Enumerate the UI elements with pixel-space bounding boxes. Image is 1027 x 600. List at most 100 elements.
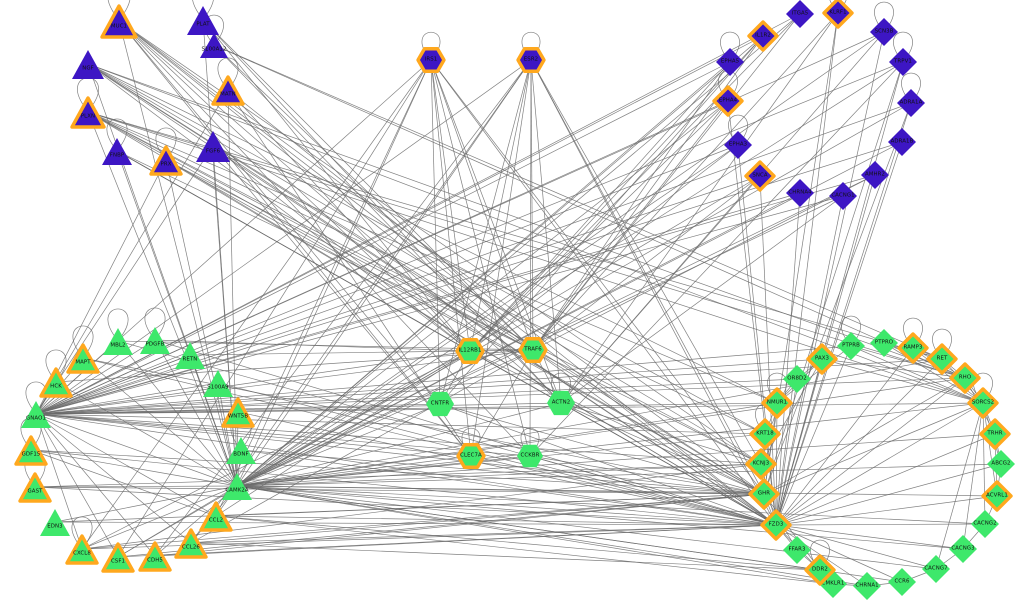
graph-edge: [215, 515, 834, 585]
graph-edge: [35, 175, 761, 415]
graph-edge: [118, 20, 238, 487]
graph-node-ccr6[interactable]: CCR6: [882, 562, 922, 600]
graph-edge: [202, 19, 534, 351]
graph-node-fgf6[interactable]: FGF6: [190, 123, 236, 169]
graph-node-cacng7[interactable]: CACNG7: [916, 549, 956, 589]
graph-edge: [469, 13, 801, 352]
graph-node-trpv1[interactable]: TRPV1: [883, 42, 923, 82]
graph-node-snca[interactable]: SNCA: [740, 156, 780, 196]
triangle-shape-icon: [72, 50, 104, 79]
graph-edge: [469, 35, 764, 352]
graph-node-plxn[interactable]: PLXN: [66, 90, 110, 134]
graph-edge: [87, 63, 762, 465]
graph-node-cckbr[interactable]: CCKBR: [511, 437, 549, 475]
graph-node-ngf[interactable]: NGF: [66, 42, 110, 86]
triangle-shape-icon: [211, 75, 245, 106]
graph-edge: [190, 542, 821, 571]
diamond-shape-icon: [971, 510, 999, 538]
graph-edge: [470, 349, 534, 457]
diamond-shape-icon: [926, 343, 958, 375]
graph-node-esr2[interactable]: ESR2: [512, 41, 550, 79]
graph-edge: [87, 63, 984, 404]
graph-edge: [775, 31, 885, 526]
graph-edge: [190, 524, 777, 544]
graph-edge: [775, 523, 986, 526]
graph-edge: [202, 19, 562, 404]
graph-node-cacng1[interactable]: CACNG1: [823, 176, 863, 216]
graph-edge: [118, 20, 472, 457]
self-loop-edge: [144, 307, 166, 335]
graph-node-csf1[interactable]: CSF1: [97, 536, 139, 578]
graph-node-chrna4[interactable]: CHRNA4: [780, 173, 820, 213]
graph-edge: [35, 61, 731, 415]
graph-node-bdnf[interactable]: BDNF: [220, 429, 262, 471]
graph-node-prx[interactable]: PRX: [145, 139, 187, 181]
graph-node-epha5[interactable]: EPHA5: [710, 42, 750, 82]
triangle-shape-icon: [70, 96, 106, 129]
graph-edge: [430, 59, 471, 352]
self-loop-edge: [903, 317, 923, 343]
graph-edge: [237, 411, 777, 526]
graph-edge: [35, 174, 876, 415]
graph-node-actn2[interactable]: ACTN2: [541, 383, 581, 423]
graph-node-chrna1[interactable]: CHRNA1: [847, 566, 887, 600]
graph-node-wnt5b[interactable]: WNT5B: [217, 391, 259, 433]
graph-edge: [430, 59, 472, 457]
graph-edge: [189, 354, 238, 487]
graph-node-matn[interactable]: MATN: [207, 69, 249, 111]
graph-node-camk2a[interactable]: CAMK2A: [216, 465, 258, 507]
graph-edge: [154, 524, 777, 557]
diamond-shape-icon: [888, 568, 916, 596]
graph-edge: [962, 402, 984, 550]
graph-node-traf6[interactable]: TRAF6: [514, 331, 552, 369]
graph-edge: [30, 449, 217, 517]
graph-edge: [236, 377, 966, 487]
graph-edge: [35, 402, 778, 415]
graph-edge: [87, 63, 534, 351]
graph-node-fnbp[interactable]: FNBP: [96, 130, 138, 172]
graph-node-klrf1[interactable]: KLRF1: [818, 0, 858, 33]
self-loop-edge: [874, 1, 894, 27]
self-loop-edge: [45, 349, 67, 377]
hexagon-shape-icon: [456, 443, 486, 469]
graph-edge: [35, 354, 191, 415]
self-loop-edge: [521, 31, 541, 56]
graph-edge: [775, 192, 801, 526]
diamond-shape-icon: [861, 161, 889, 189]
graph-edge: [236, 433, 996, 487]
graph-edge: [236, 402, 562, 487]
diamond-shape-icon: [748, 478, 780, 510]
hexagon-shape-icon: [547, 390, 575, 416]
graph-node-gdf15[interactable]: GDF15: [10, 429, 52, 471]
graph-node-itga5[interactable]: ITGA5: [780, 0, 820, 34]
graph-edge: [227, 89, 471, 352]
graph-node-or8d2[interactable]: OR8D2: [777, 359, 817, 399]
graph-edge: [87, 63, 766, 435]
graph-edge: [35, 413, 531, 457]
graph-node-cntfr[interactable]: CNTFR: [420, 384, 460, 424]
triangle-shape-icon: [138, 541, 172, 572]
graph-edge: [236, 485, 986, 525]
graph-node-il12rb1[interactable]: IL12RB1: [451, 332, 489, 370]
graph-node-clec7a[interactable]: CLEC7A: [452, 437, 490, 475]
graph-edge: [217, 382, 777, 526]
graph-node-muc1[interactable]: MUC1: [96, 0, 142, 44]
graph-edge: [236, 192, 801, 487]
graph-edge: [35, 378, 798, 415]
hexagon-shape-icon: [416, 47, 446, 73]
graph-node-adra1a[interactable]: ADRA1A: [891, 83, 931, 123]
self-loop-edge: [720, 31, 740, 57]
graph-edge: [35, 413, 192, 544]
self-loop-edge: [810, 539, 830, 565]
diamond-shape-icon: [949, 362, 981, 394]
graph-edge: [727, 100, 777, 526]
graph-node-epha4[interactable]: EPHA4: [708, 81, 748, 121]
graph-edge: [775, 345, 852, 526]
graph-edge: [87, 111, 966, 379]
triangle-shape-icon: [103, 328, 133, 355]
triangle-shape-icon: [140, 327, 170, 354]
graph-node-s100a12[interactable]: S100A12: [194, 25, 234, 65]
graph-edge: [117, 340, 777, 526]
graph-node-irs1[interactable]: IRS1: [412, 41, 450, 79]
